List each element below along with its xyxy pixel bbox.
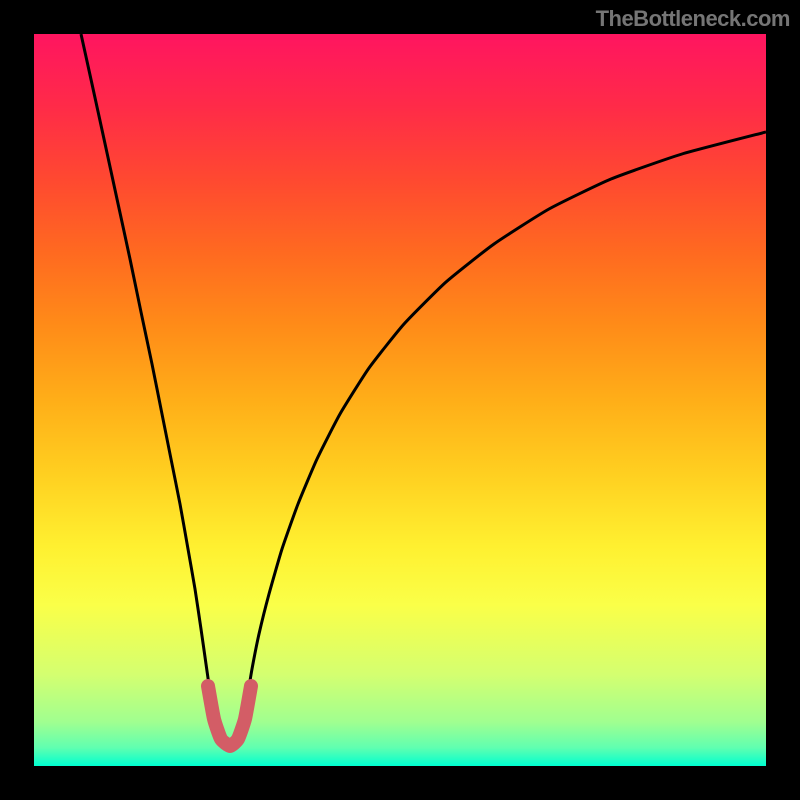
plot-svg	[34, 34, 766, 766]
chart-frame: TheBottleneck.com	[0, 0, 800, 800]
plot-area	[34, 34, 766, 766]
watermark: TheBottleneck.com	[596, 6, 790, 32]
gradient-background	[34, 34, 766, 766]
